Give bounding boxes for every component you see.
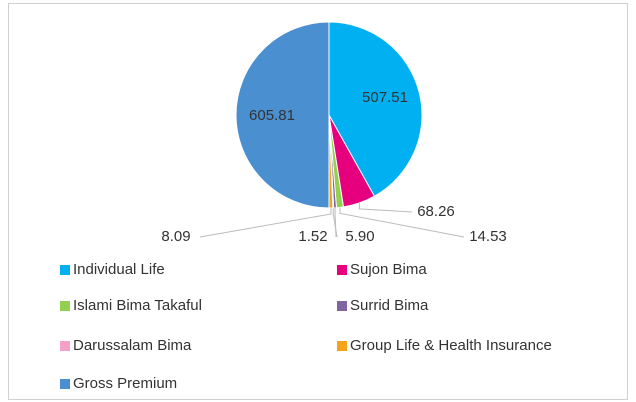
data-label: 507.51	[362, 89, 408, 106]
legend-label: Sujon Bima	[350, 261, 427, 278]
legend-marker	[60, 301, 70, 311]
legend-label: Islami Bima Takaful	[73, 297, 202, 314]
legend-label: Group Life & Health Insurance	[350, 337, 552, 354]
leader-line	[358, 202, 413, 213]
data-label: 605.81	[249, 107, 295, 124]
data-label: 5.90	[345, 228, 374, 245]
legend-marker	[60, 265, 70, 275]
legend-label: Individual Life	[73, 261, 165, 278]
legend-marker	[337, 265, 347, 275]
data-label: 14.53	[469, 228, 507, 245]
data-label: 68.26	[417, 203, 455, 220]
leader-line	[332, 207, 338, 238]
legend-label: Surrid Bima	[350, 297, 429, 314]
data-label: 8.09	[161, 228, 190, 245]
pie-slice	[235, 21, 330, 209]
leader-line	[339, 207, 465, 238]
leader-line	[199, 207, 332, 238]
legend-label: Darussalam Bima	[73, 337, 192, 354]
legend-marker	[60, 379, 70, 389]
data-label: 1.52	[298, 228, 327, 245]
legend-marker	[337, 341, 347, 351]
legend-label: Gross Premium	[73, 375, 177, 392]
pie-slice	[328, 21, 423, 197]
legend-marker	[337, 301, 347, 311]
legend-marker	[60, 341, 70, 351]
